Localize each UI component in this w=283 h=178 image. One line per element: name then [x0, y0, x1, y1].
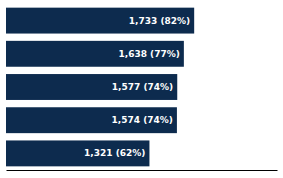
data-label: 1,574 (74%): [112, 115, 173, 125]
bar: [6, 140, 149, 166]
bar: [6, 74, 177, 100]
x-axis-line: [7, 170, 278, 171]
plot: 1,733 (82%) 1,638 (77%) 1,577 (74%) 1,574 (…: [6, 8, 278, 171]
chart: 1,733 (82%) 1,638 (77%) 1,577 (74%) 1,574 (…: [0, 0, 283, 178]
data-label: 1,638 (77%): [118, 49, 179, 59]
data-label: 1,577 (74%): [112, 82, 173, 92]
data-label: 1,733 (82%): [129, 16, 190, 26]
data-labels: 1,733 (82%) 1,638 (77%) 1,577 (74%) 1,574 (…: [84, 16, 190, 159]
bar: [6, 41, 184, 67]
data-label: 1,321 (62%): [84, 148, 145, 158]
x-axis: [7, 170, 278, 171]
bar: [6, 8, 194, 34]
bars: [6, 8, 194, 167]
bar: [6, 107, 177, 133]
